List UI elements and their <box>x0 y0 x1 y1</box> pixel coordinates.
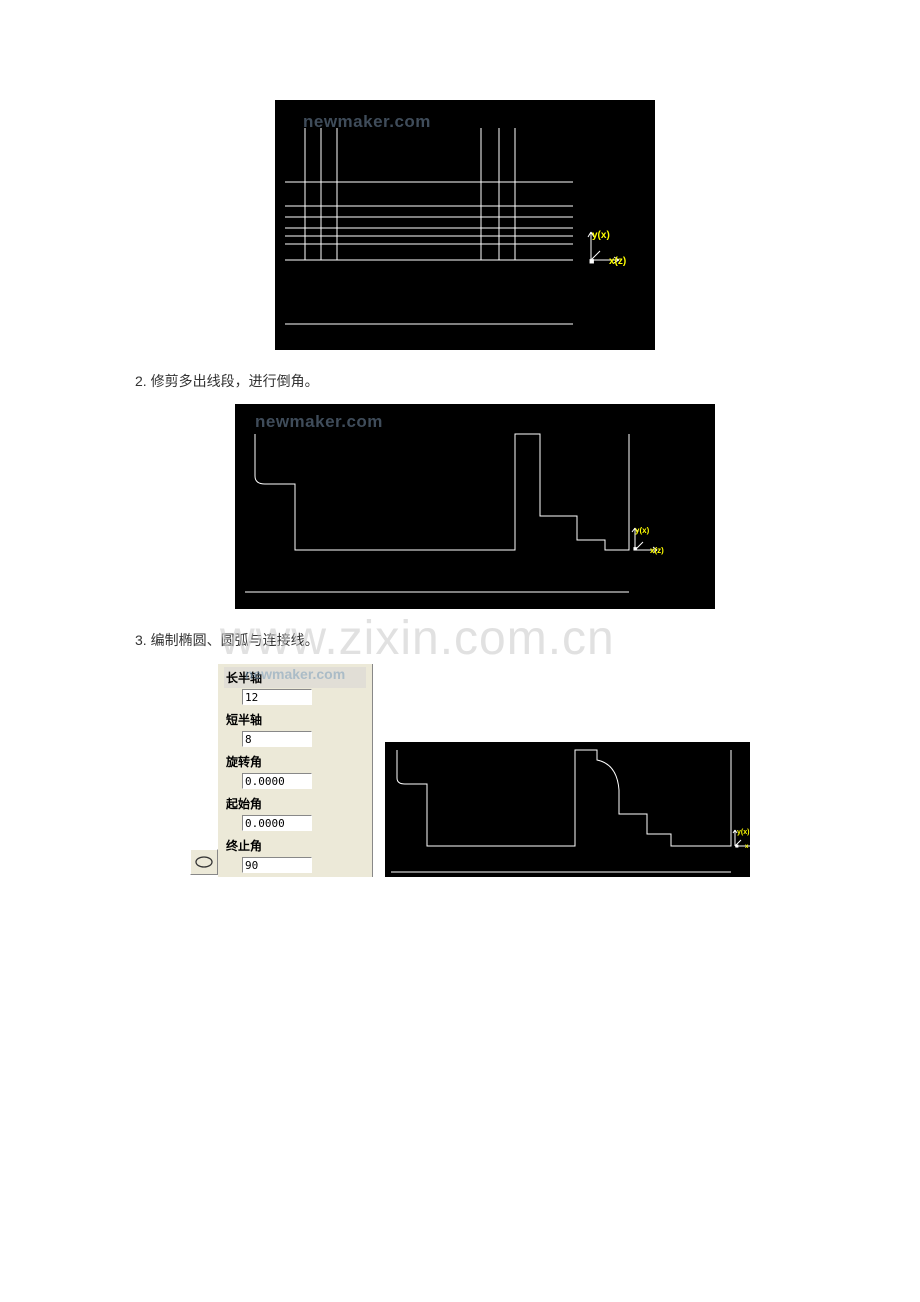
input-start-angle[interactable] <box>242 815 312 831</box>
axis-x-label: x <box>745 844 748 850</box>
axis-y-label: y(x) <box>635 526 649 535</box>
axis-x-label: x(z) <box>650 546 664 555</box>
step-3-num: 3. <box>135 632 147 648</box>
axis-x-label: x(z) <box>609 256 626 267</box>
label-minor-axis: 短半轴 <box>224 709 366 730</box>
axis-y-label: y(x) <box>592 230 610 241</box>
cad-drawing-2 <box>235 404 715 609</box>
origin-marker: ■ <box>589 256 594 266</box>
origin-marker: ■ <box>735 844 739 850</box>
cad-drawing-3 <box>385 742 750 877</box>
cad-watermark: newmaker.com <box>255 412 383 432</box>
step-2-desc: 修剪多出线段，进行倒角。 <box>151 373 319 389</box>
axis-y-label: y(x) <box>737 829 749 836</box>
ellipse-icon <box>194 855 214 869</box>
origin-marker: ■ <box>633 546 637 553</box>
step-2-num: 2. <box>135 373 147 389</box>
ellipse-param-panel: newmaker.com 长半轴 短半轴 旋转角 起始角 终止角 <box>218 664 373 877</box>
label-major-axis: 长半轴 <box>224 667 366 688</box>
figure-3-row: newmaker.com 长半轴 短半轴 旋转角 起始角 终止角 <box>190 664 785 877</box>
cad-drawing-1 <box>275 100 655 350</box>
cad-figure-3: y(x) ■ x <box>385 742 750 877</box>
cad-watermark: newmaker.com <box>303 112 431 132</box>
input-end-angle[interactable] <box>242 857 312 873</box>
input-minor-axis[interactable] <box>242 731 312 747</box>
cad-figure-2: newmaker.com y(x) ■ x(z) <box>235 404 715 609</box>
ellipse-tool-button[interactable] <box>190 849 218 875</box>
cad-figure-1: newmaker.com <box>275 100 655 350</box>
label-end-angle: 终止角 <box>224 835 366 856</box>
input-rotate-angle[interactable] <box>242 773 312 789</box>
step-2-text: 2. 修剪多出线段，进行倒角。 <box>135 370 785 392</box>
step-3-text: 3. 编制椭圆、圆弧与连接线。 <box>135 629 785 651</box>
label-rotate-angle: 旋转角 <box>224 751 366 772</box>
step-3-desc: 编制椭圆、圆弧与连接线。 <box>151 632 319 648</box>
input-major-axis[interactable] <box>242 689 312 705</box>
label-start-angle: 起始角 <box>224 793 366 814</box>
